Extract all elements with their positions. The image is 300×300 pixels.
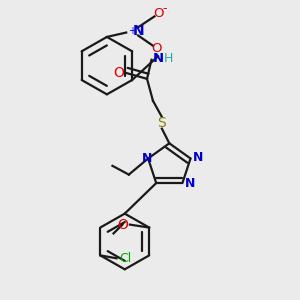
Text: H: H <box>164 52 173 65</box>
Text: N: N <box>185 177 195 190</box>
Text: S: S <box>158 116 166 130</box>
Text: O: O <box>152 42 162 55</box>
Text: -: - <box>163 2 167 15</box>
Text: N: N <box>141 152 152 165</box>
Text: N: N <box>193 151 203 164</box>
Text: O: O <box>153 7 164 20</box>
Text: Cl: Cl <box>119 252 131 265</box>
Text: +: + <box>128 26 136 36</box>
Text: N: N <box>152 52 164 65</box>
Text: N: N <box>132 24 144 38</box>
Text: O: O <box>113 66 124 80</box>
Text: O: O <box>117 218 128 232</box>
